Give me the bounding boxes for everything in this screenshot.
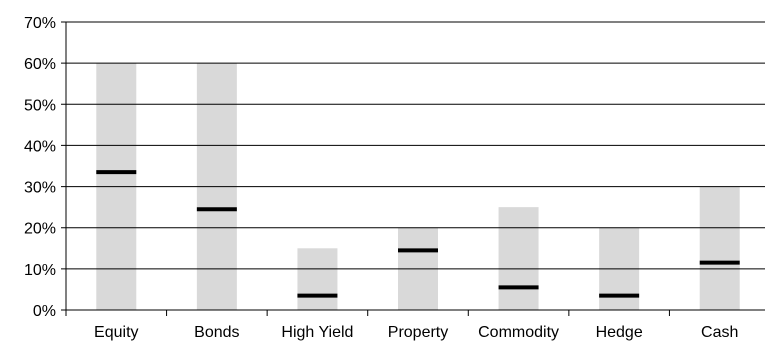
y-tick-label: 60% — [24, 56, 56, 73]
range-bar — [498, 207, 539, 310]
category-label: High Yield — [281, 324, 353, 341]
y-tick-label: 20% — [24, 221, 56, 238]
category-label: Bonds — [194, 324, 239, 341]
y-tick-label: 0% — [33, 303, 56, 320]
y-tick-label: 70% — [24, 15, 56, 32]
y-tick-label: 40% — [24, 138, 56, 155]
category-label: Equity — [94, 324, 138, 341]
range-bar — [699, 186, 740, 310]
category-label: Property — [388, 324, 448, 341]
range-bar — [297, 248, 338, 310]
category-label: Commodity — [478, 324, 559, 341]
y-tick-label: 30% — [24, 180, 56, 197]
category-label: Cash — [701, 324, 738, 341]
category-label: Hedge — [596, 324, 643, 341]
y-tick-label: 50% — [24, 97, 56, 114]
y-tick-label: 10% — [24, 262, 56, 279]
